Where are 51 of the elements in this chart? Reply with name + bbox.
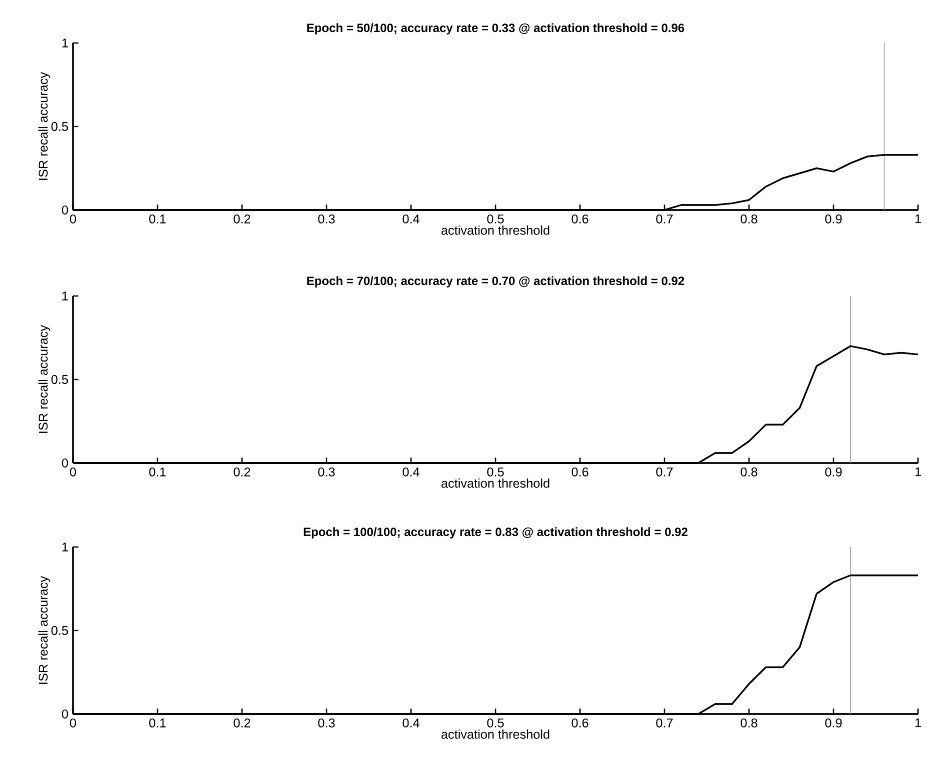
y-tick-label: 1 <box>62 38 68 48</box>
x-tick-label: 0.6 <box>572 214 588 224</box>
y-axis-title: ISR recall accuracy <box>38 72 50 180</box>
x-tick-label: 1 <box>915 214 921 224</box>
x-tick-label: 0.5 <box>487 718 504 728</box>
x-tick-label: 0.5 <box>487 214 504 224</box>
x-tick-label: 0.4 <box>402 214 420 224</box>
x-tick-label: 1 <box>915 718 921 728</box>
x-tick-label: 0.1 <box>149 718 166 728</box>
x-tick-label: 0.9 <box>825 467 842 476</box>
y-tick-label: 0 <box>62 206 68 214</box>
x-tick-label: 0.7 <box>656 718 673 728</box>
y-tick-label: 0.5 <box>51 626 68 635</box>
y-tick-label: 0 <box>62 458 68 468</box>
x-tick-label: 0 <box>70 467 76 476</box>
chart-title: Epoch = 50/100; accuracy rate = 0.33 @ activation threshold = 0.96 <box>307 23 684 34</box>
x-tick-label: 0.3 <box>318 467 335 476</box>
y-tick-label: 0.5 <box>51 375 68 384</box>
chart-title: Epoch = 70/100; accuracy rate = 0.70 @ activation threshold = 0.92 <box>307 276 684 288</box>
x-tick-label: 0.9 <box>825 718 842 728</box>
x-tick-label: 0.8 <box>740 718 758 728</box>
x-tick-label: 0.8 <box>740 214 758 224</box>
y-tick-label: 0.5 <box>51 122 68 131</box>
x-tick-label: 0.9 <box>825 214 842 224</box>
x-tick-label: 1 <box>915 467 921 476</box>
y-tick-label: 1 <box>62 292 68 300</box>
x-tick-label: 0.3 <box>318 718 335 728</box>
y-axis-title: ISR recall accuracy <box>38 576 50 684</box>
x-tick-label: 0.5 <box>487 467 504 476</box>
x-tick-label: 0.4 <box>402 718 420 728</box>
x-tick-label: 0.1 <box>149 467 166 476</box>
x-tick-label: 0 <box>70 214 76 224</box>
x-tick-label: 0.6 <box>572 467 588 476</box>
y-tick-label: 1 <box>62 542 68 552</box>
y-axis-title: ISR recall accuracy <box>38 324 50 433</box>
x-tick-label: 0.7 <box>656 214 673 224</box>
x-tick-label: 0.1 <box>149 214 166 224</box>
x-tick-label: 0.2 <box>234 467 250 476</box>
x-tick-label: 0.7 <box>656 467 673 476</box>
x-tick-label: 0.6 <box>572 718 588 728</box>
x-tick-label: 0.4 <box>402 467 420 476</box>
x-tick-label: 0 <box>70 718 76 728</box>
x-tick-label: 0.2 <box>234 718 250 728</box>
x-tick-label: 0.3 <box>318 214 335 224</box>
chart-title: Epoch = 100/100; accuracy rate = 0.83 @ activation threshold = 0.92 <box>304 527 688 538</box>
x-tick-label: 0.2 <box>234 214 250 224</box>
x-axis-title: activation threshold <box>441 478 550 488</box>
x-axis-title: activation threshold <box>441 729 550 739</box>
x-tick-label: 0.8 <box>740 467 758 476</box>
y-tick-label: 0 <box>62 710 68 718</box>
x-axis-title: activation threshold <box>441 225 550 235</box>
